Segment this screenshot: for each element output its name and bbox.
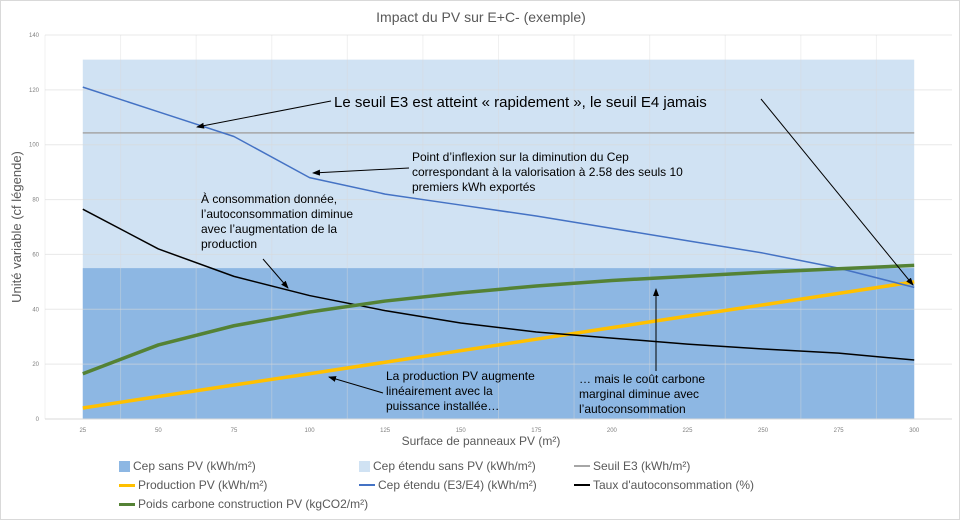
annotation-arrow [262,258,289,289]
series-line [82,86,915,289]
legend-item: Cep étendu sans PV (kWh/m²) [359,459,536,473]
legend-item: Poids carbone construction PV (kgCO2/m²) [119,497,368,511]
x-tick-label: 125 [380,428,391,434]
series-line [82,280,915,410]
annotation-text: correspondant à la valorisation à 2.58 d… [412,165,683,179]
legend-label: Cep étendu (E3/E4) (kWh/m²) [378,478,537,492]
annotation-text: l’autoconsommation [579,402,686,416]
y-tick-label: 140 [29,33,40,39]
x-tick-label: 100 [305,428,316,434]
legend-label: Production PV (kWh/m²) [138,478,268,492]
annotation-text: … mais le coût carbone [579,372,705,386]
annotation-arrow [328,376,384,394]
y-tick-label: 120 [29,88,40,94]
annotation: Le seuil E3 est atteint « rapidement », … [196,94,914,286]
legend-swatch [119,483,135,487]
x-tick-label: 225 [682,428,693,434]
annotation-text: Point d’inflexion sur la diminution du C… [412,150,629,164]
annotation-text: marginal diminue avec [579,387,699,401]
y-tick-label: 80 [32,198,39,204]
annotation-text: premiers kWh exportés [412,180,535,194]
annotation-arrow [312,167,410,176]
legend-item: Seuil E3 (kWh/m²) [574,459,690,473]
legend-label: Poids carbone construction PV (kgCO2/m²) [138,497,369,511]
annotation: À consommation donnée,l’autoconsommation… [201,191,353,289]
legend-item: Taux d'autoconsommation (%) [574,478,754,492]
y-tick-label: 0 [36,417,40,423]
annotation-text: Le seuil E3 est atteint « rapidement », … [334,94,707,111]
annotation: Point d’inflexion sur la diminution du C… [312,150,683,194]
annotation-text: linéairement avec la [386,384,493,398]
y-tick-label: 60 [32,252,39,258]
y-tick-label: 40 [32,307,39,313]
x-tick-label: 25 [79,428,86,434]
legend-swatch [119,460,130,472]
x-tick-label: 50 [155,428,162,434]
legend-label: Cep étendu sans PV (kWh/m²) [373,459,536,473]
y-tick-label: 100 [29,143,40,149]
annotation-text: puissance installée… [386,399,499,413]
legend-swatch [574,465,590,467]
legend-label: Seuil E3 (kWh/m²) [593,459,691,473]
annotation-arrow [196,100,332,129]
x-axis-label: Surface de panneaux PV (m²) [402,434,561,448]
legend-swatch [574,484,590,486]
legend-swatch [119,502,135,506]
x-tick-label: 300 [909,428,920,434]
annotation-text: À consommation donnée, [201,191,337,206]
annotation-text: La production PV augmente [386,369,535,383]
x-tick-label: 250 [758,428,769,434]
legend-label: Taux d'autoconsommation (%) [593,478,755,492]
x-tick-label: 150 [456,428,467,434]
chart-title: Impact du PV sur E+C- (exemple) [376,9,586,25]
legend-item: Cep sans PV (kWh/m²) [119,459,256,473]
legend-item: Production PV (kWh/m²) [119,478,267,492]
legend-swatch [359,460,370,472]
legend-swatch [359,484,375,486]
legend-item: Cep étendu (E3/E4) (kWh/m²) [359,478,537,492]
y-tick-label: 20 [32,362,39,368]
annotation-text: avec l’augmentation de la [201,222,337,236]
series-line [82,208,915,361]
annotation-arrow [760,98,914,286]
annotation-text: l’autoconsommation diminue [201,207,353,221]
x-tick-label: 175 [531,428,542,434]
series-line [82,263,915,376]
x-tick-label: 75 [231,428,238,434]
x-tick-label: 275 [834,428,845,434]
legend-label: Cep sans PV (kWh/m²) [133,459,256,473]
y-axis-label: Unité variable (cf légende) [9,151,24,303]
annotation-text: production [201,237,257,251]
x-tick-label: 200 [607,428,618,434]
